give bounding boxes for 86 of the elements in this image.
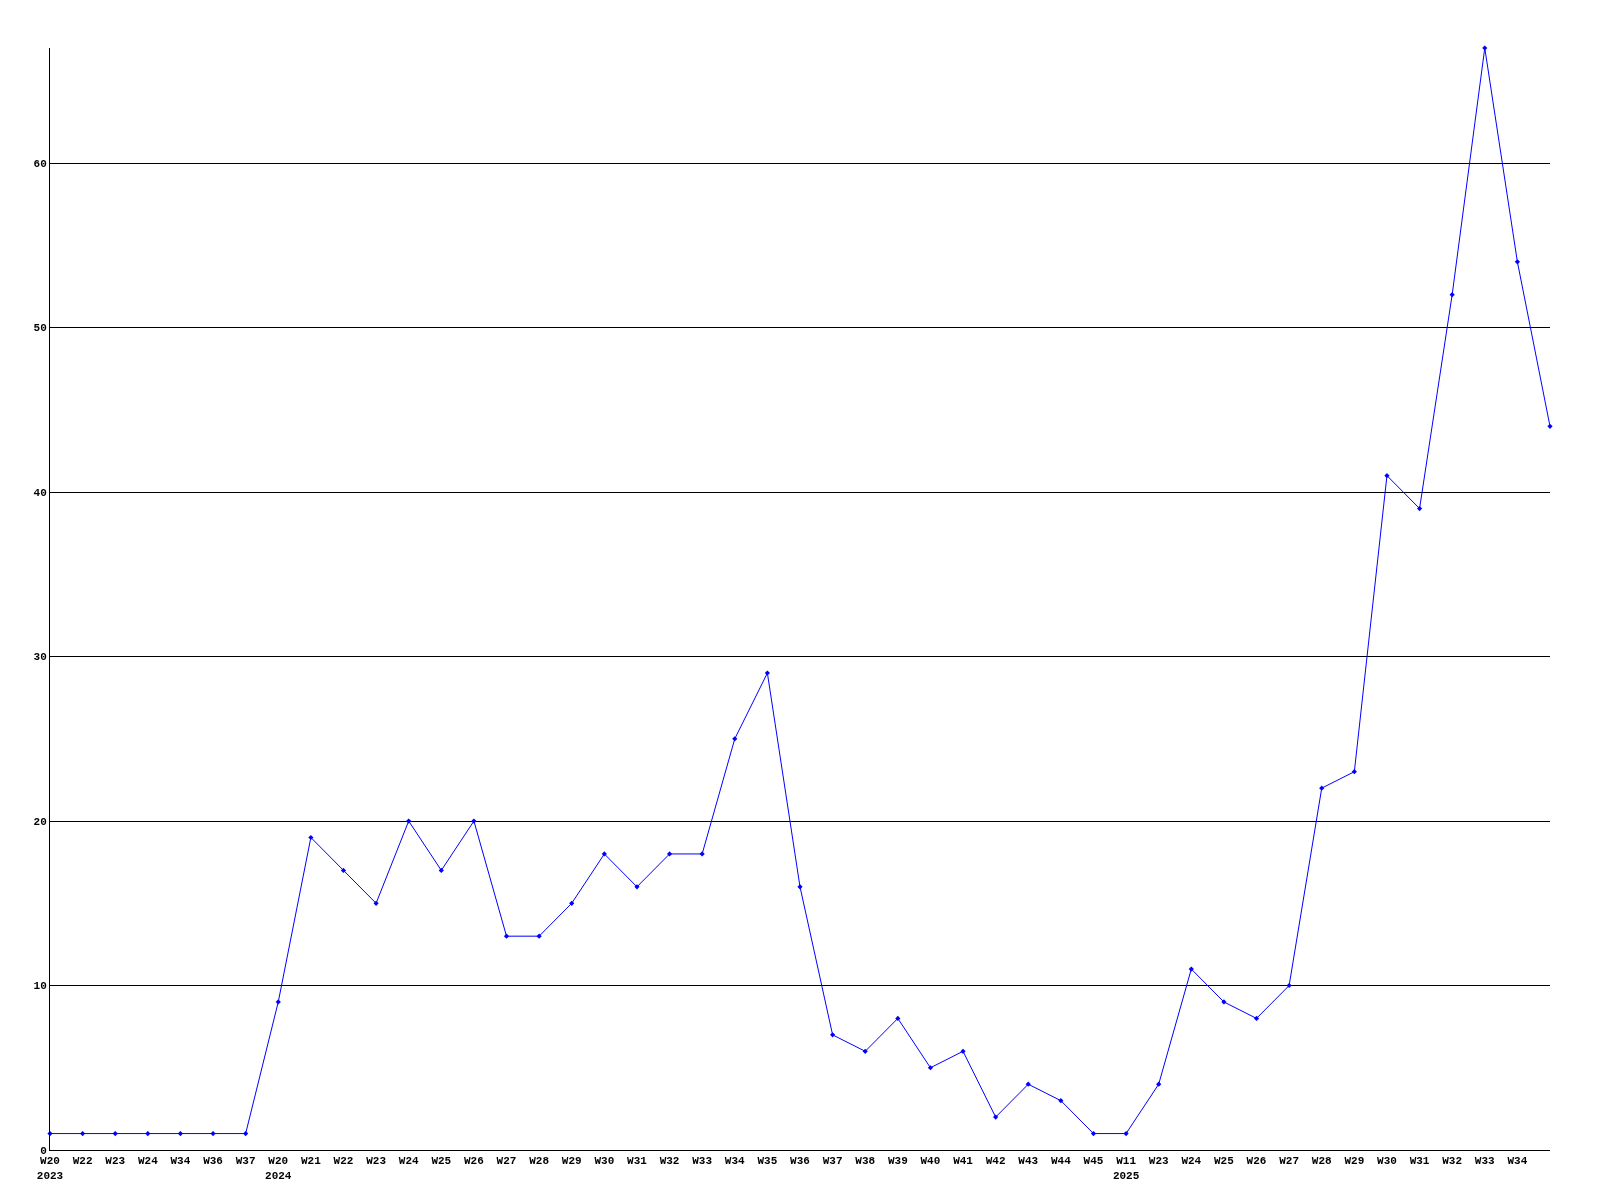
x-tick-label: W29 [1344, 1155, 1365, 1168]
point [1090, 1130, 1097, 1137]
x-tick-label: W44 [1050, 1155, 1072, 1168]
point [1123, 1130, 1129, 1137]
x-tick-label: W26 [1246, 1155, 1267, 1168]
x-tick-label: W34 [1507, 1155, 1528, 1168]
x-tick-label: W43 [1018, 1155, 1039, 1168]
y-tick-label: 30 [33, 651, 47, 664]
x-tick-label: W20 2024 [265, 1155, 292, 1182]
point [993, 1114, 999, 1120]
x-tick-label: W21 [300, 1155, 322, 1168]
y-tick-label: 50 [33, 322, 47, 335]
x-tick-label: W32 [659, 1155, 680, 1168]
point [80, 1130, 86, 1137]
y-tick-label: 40 [33, 486, 47, 499]
x-tick-label: W38 [855, 1155, 876, 1168]
y-tick-label: 10 [33, 980, 47, 993]
x-tick-label: W45 [1083, 1155, 1104, 1168]
x-tick-label: W28 [529, 1155, 550, 1168]
x-tick-label: W42 [985, 1155, 1006, 1168]
point [1449, 292, 1455, 298]
point [243, 1130, 249, 1137]
x-tick-label: W30 [594, 1155, 615, 1168]
point [830, 1032, 836, 1038]
x-tick-label: W37 [235, 1155, 256, 1168]
x-tick-label: W34 [170, 1155, 191, 1168]
x-tick-label: W31 [1409, 1155, 1430, 1168]
point [112, 1130, 118, 1137]
x-tick-label: W20 2023 [36, 1155, 64, 1182]
x-tick-label: W26 [464, 1155, 484, 1168]
point [47, 1130, 53, 1137]
x-tick-label: W32 [1442, 1155, 1463, 1168]
point [1286, 982, 1292, 989]
x-tick-label: W33 [1474, 1155, 1496, 1168]
x-tick-label: W23 [1148, 1155, 1169, 1168]
point [1514, 259, 1520, 265]
point [927, 1065, 934, 1071]
point [177, 1130, 184, 1137]
point [1156, 1081, 1162, 1087]
x-tick-label: W24 [1181, 1155, 1202, 1168]
x-tick-label: W11 2025 [1112, 1155, 1140, 1182]
x-tick-label: W27 [496, 1155, 517, 1168]
x-tick-label: W31 [627, 1155, 648, 1168]
point [210, 1130, 216, 1137]
x-tick-label: W23 [105, 1155, 126, 1168]
y-tick-label: 20 [33, 815, 47, 828]
x-tick-label: W22 [72, 1155, 93, 1168]
point [1351, 769, 1357, 775]
x-tick-label: W24 [137, 1155, 159, 1168]
point [1058, 1098, 1064, 1104]
x-tick-label: W39 [887, 1155, 908, 1168]
x-tick-label: W40 [920, 1155, 941, 1168]
x-tick-label: W41 [953, 1155, 974, 1168]
point [1253, 1015, 1260, 1022]
x-tick-label: W27 [1279, 1155, 1300, 1168]
point [340, 867, 347, 873]
x-tick-label: W25 [431, 1155, 452, 1168]
point [601, 851, 607, 857]
point [1384, 473, 1390, 479]
point [569, 900, 575, 906]
x-tick-label: W36 [790, 1155, 810, 1168]
x-tick-label: W28 [1311, 1155, 1333, 1168]
x-tick-label: W35 [757, 1155, 778, 1168]
x-tick-label: W37 [822, 1155, 843, 1168]
point [1416, 505, 1423, 512]
point [666, 851, 673, 857]
y-tick-label: 60 [33, 157, 47, 170]
x-tick-label: W25 [1214, 1155, 1235, 1168]
point [145, 1130, 151, 1137]
point [308, 834, 314, 841]
y-tick-label: 0 [40, 1144, 47, 1157]
x-tick-label: W34 [724, 1155, 746, 1168]
point [438, 867, 444, 873]
x-tick-label: W22 [333, 1155, 354, 1168]
point [862, 1048, 868, 1054]
point [895, 1015, 901, 1022]
x-tick-label: W24 [398, 1155, 419, 1168]
x-tick-label: W33 [692, 1155, 713, 1168]
point [1319, 785, 1325, 791]
point [1025, 1081, 1031, 1087]
x-tick-label: W30 [1377, 1155, 1397, 1168]
point [503, 933, 510, 939]
x-tick-label: W36 [203, 1155, 223, 1168]
x-tick-label: W23 [366, 1155, 387, 1168]
x-tick-label: W29 [561, 1155, 582, 1168]
point [732, 736, 738, 742]
